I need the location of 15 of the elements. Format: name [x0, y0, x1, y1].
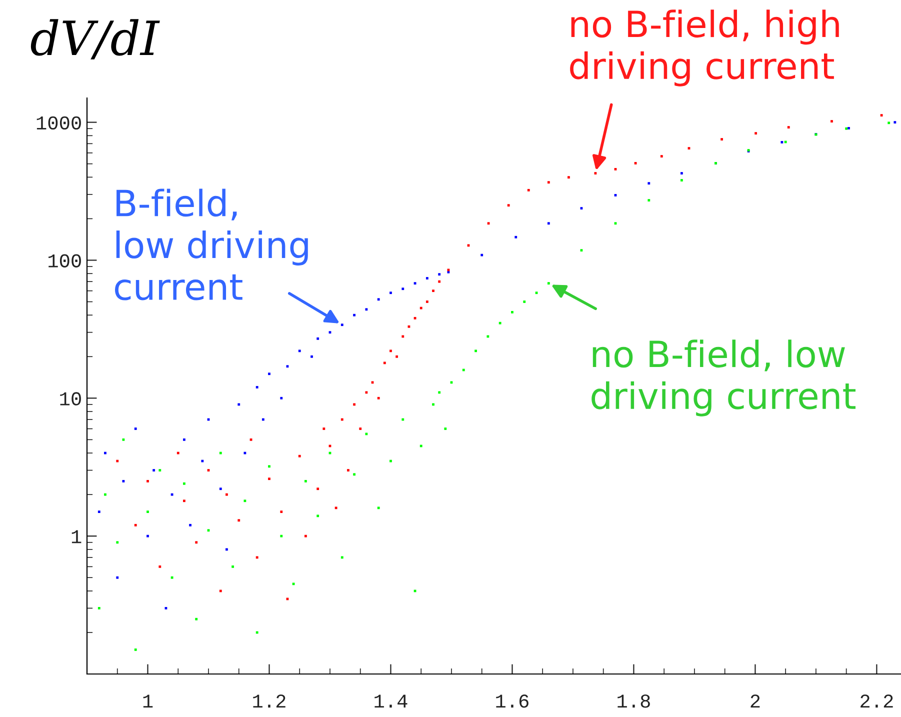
annotation: no B-field, low driving current: [592, 340, 856, 416]
x-tick-label: 1: [143, 694, 153, 708]
x-tick-label: 1.8: [618, 694, 650, 708]
y-tick-label: 1: [72, 530, 82, 544]
annotation: no B-field, high driving current: [570, 10, 839, 86]
y-tick-label: 1000: [36, 116, 81, 130]
chart-title: dV/dI: [30, 19, 160, 60]
x-tick-label: 1.2: [253, 694, 286, 708]
x-tick-label: 1.4: [374, 694, 408, 708]
y-tick-label: 10: [60, 392, 81, 406]
x-tick-label: 2.2: [860, 694, 893, 708]
annotation: B-field, low driving current: [114, 188, 308, 300]
x-tick-label: 2: [750, 694, 760, 708]
x-tick-label: 1.6: [496, 694, 528, 708]
y-tick-label: 100: [48, 254, 81, 268]
